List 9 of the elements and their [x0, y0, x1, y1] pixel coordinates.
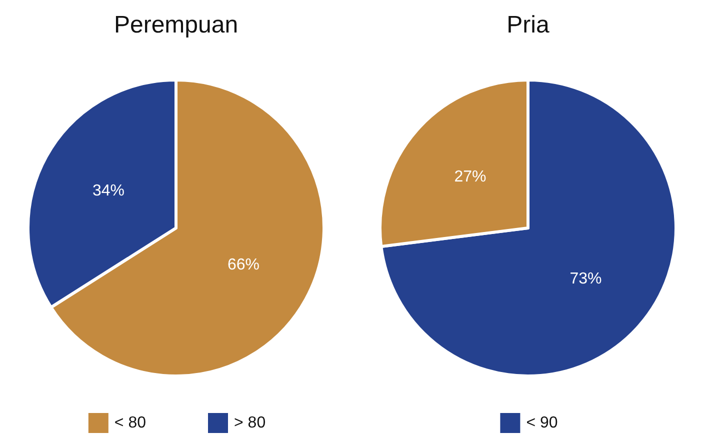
- chart-title: Pria: [506, 12, 550, 38]
- legend-label: < 90: [526, 414, 558, 432]
- legend-label: > 80: [234, 414, 266, 432]
- data-label: 34%: [92, 182, 125, 200]
- data-label: 66%: [227, 256, 260, 274]
- data-label: 27%: [454, 168, 486, 186]
- legend-label: < 80: [114, 414, 146, 432]
- chart-title: Perempuan: [114, 12, 238, 38]
- data-label: 73%: [570, 270, 602, 288]
